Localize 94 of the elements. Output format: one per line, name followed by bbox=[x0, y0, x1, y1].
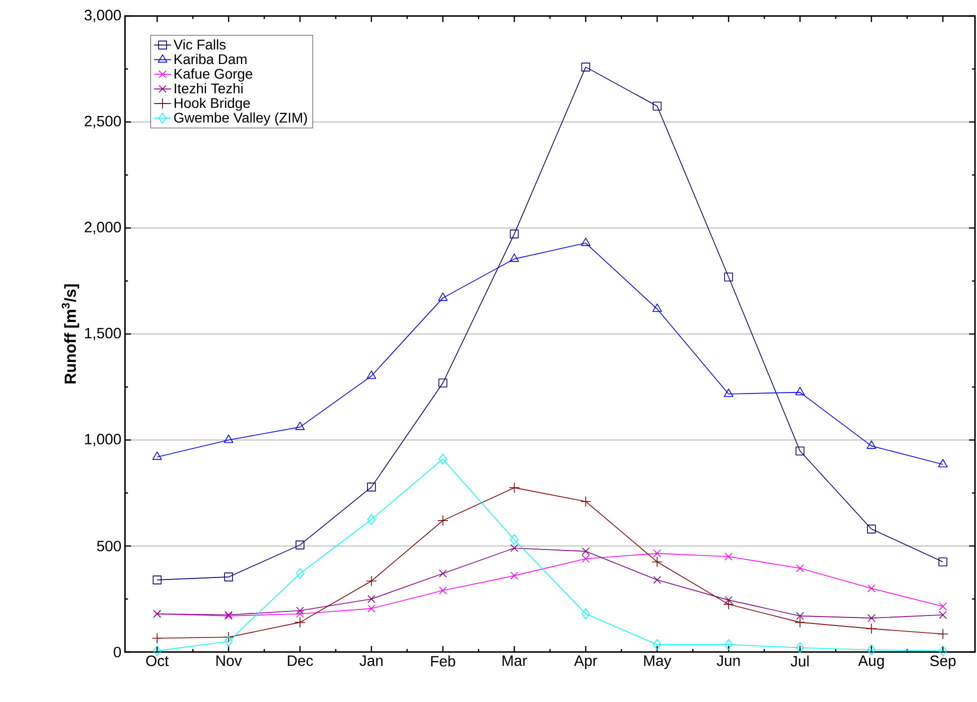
point bbox=[724, 596, 733, 604]
point bbox=[795, 386, 805, 396]
point bbox=[152, 646, 162, 656]
point bbox=[223, 632, 234, 643]
legend-label: Hook Bridge bbox=[174, 98, 250, 111]
x-tick-label: Jan bbox=[360, 656, 383, 666]
point bbox=[938, 646, 948, 656]
legend-label: Gwembe Valley (ZIM) bbox=[174, 112, 307, 126]
x-tick-label: Dec bbox=[288, 656, 313, 666]
legend-label: Kafue Gorge bbox=[174, 68, 252, 82]
point bbox=[366, 370, 376, 379]
x-tick-label: Sep bbox=[930, 656, 956, 670]
point bbox=[510, 230, 519, 238]
point bbox=[937, 628, 948, 640]
point bbox=[796, 642, 804, 654]
point bbox=[652, 556, 663, 568]
point bbox=[437, 515, 448, 526]
point bbox=[224, 572, 233, 582]
x-tick-label: Oct bbox=[146, 656, 169, 666]
point bbox=[368, 595, 376, 603]
point bbox=[796, 564, 804, 572]
point bbox=[224, 636, 233, 647]
x-tick-label: Nov bbox=[216, 656, 242, 666]
point bbox=[438, 586, 447, 594]
point bbox=[510, 534, 518, 546]
y-tick-label: 2,500 bbox=[84, 116, 121, 128]
point bbox=[938, 458, 948, 468]
x-tick-label: Mar bbox=[502, 656, 527, 666]
point bbox=[796, 446, 804, 456]
point bbox=[868, 584, 876, 592]
point bbox=[510, 544, 518, 552]
point bbox=[652, 304, 662, 312]
point bbox=[294, 616, 306, 628]
y-tick-label: 2,000 bbox=[84, 222, 121, 234]
point bbox=[152, 632, 163, 644]
point bbox=[652, 102, 662, 110]
point bbox=[938, 602, 947, 610]
point bbox=[582, 608, 590, 620]
point bbox=[794, 616, 806, 628]
y-tick-label: 0 bbox=[114, 646, 121, 658]
x-tick-label: May bbox=[644, 656, 672, 669]
point bbox=[295, 422, 305, 430]
point bbox=[152, 576, 162, 584]
point bbox=[296, 610, 304, 618]
point bbox=[367, 514, 376, 525]
y-tick-label: 500 bbox=[97, 540, 121, 552]
x-tick-label: Apr bbox=[574, 656, 598, 669]
x-tick-label: Aug bbox=[858, 656, 884, 669]
point bbox=[438, 378, 448, 388]
point bbox=[653, 639, 662, 650]
legend-label: Itezhi Tezhi bbox=[174, 83, 243, 94]
point bbox=[866, 623, 877, 634]
point bbox=[296, 606, 304, 615]
point bbox=[653, 576, 662, 584]
point bbox=[653, 549, 662, 558]
y-tick-label: 1,500 bbox=[85, 328, 121, 340]
point bbox=[510, 572, 518, 580]
legend-label: Kariba Dam bbox=[174, 54, 246, 64]
point bbox=[867, 644, 876, 656]
point bbox=[938, 610, 947, 619]
point bbox=[438, 454, 448, 464]
point bbox=[367, 482, 376, 492]
point bbox=[582, 554, 590, 563]
y-tick-label: 1,000 bbox=[85, 434, 121, 446]
point bbox=[796, 612, 804, 620]
point bbox=[581, 62, 590, 72]
point bbox=[724, 639, 733, 650]
point bbox=[724, 552, 733, 561]
point bbox=[438, 292, 448, 301]
point bbox=[224, 434, 234, 443]
point bbox=[508, 482, 520, 494]
point bbox=[723, 598, 734, 610]
x-tick-label: Jul bbox=[790, 656, 809, 667]
y-tick-label: 3,000 bbox=[84, 10, 121, 22]
point bbox=[580, 496, 592, 507]
point bbox=[866, 440, 876, 449]
x-tick-label: Feb bbox=[431, 656, 456, 667]
point bbox=[868, 614, 876, 622]
point bbox=[296, 568, 304, 579]
point bbox=[724, 388, 734, 397]
point bbox=[938, 558, 948, 566]
point bbox=[867, 524, 876, 534]
point bbox=[438, 570, 447, 578]
point bbox=[510, 254, 520, 262]
point bbox=[582, 547, 590, 556]
y-axis-title: Runoff [m$^{3}$/s] bbox=[62, 284, 80, 384]
legend-label: Vic Falls bbox=[174, 39, 226, 50]
point bbox=[724, 272, 733, 282]
point bbox=[296, 540, 304, 550]
point bbox=[152, 452, 162, 460]
point bbox=[580, 238, 590, 246]
x-tick-label: Jun bbox=[716, 656, 740, 666]
point bbox=[366, 576, 377, 586]
point bbox=[368, 604, 376, 612]
